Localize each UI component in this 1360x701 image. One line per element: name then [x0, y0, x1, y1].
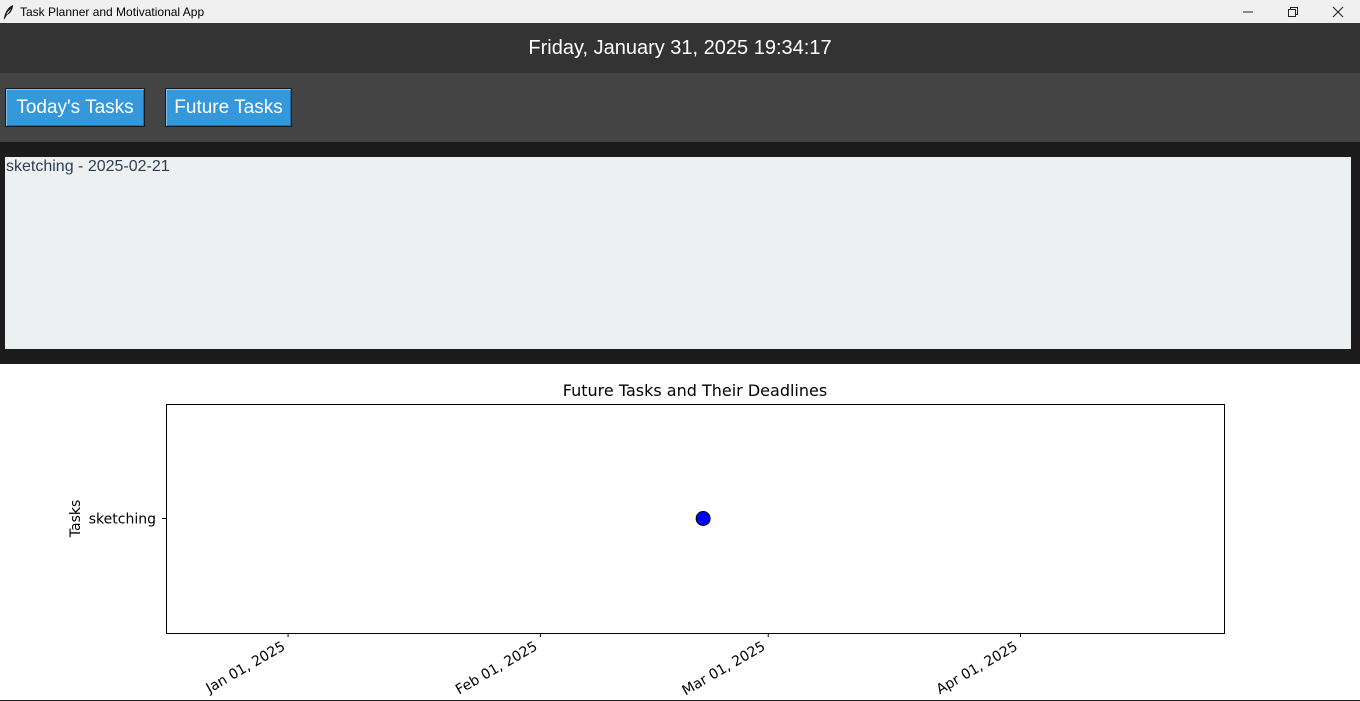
restore-icon[interactable] — [1270, 0, 1315, 23]
feather-icon — [2, 4, 16, 20]
window-title: Task Planner and Motivational App — [20, 4, 205, 19]
close-icon[interactable] — [1315, 0, 1360, 23]
future-tasks-button[interactable]: Future Tasks — [165, 88, 292, 127]
chart-title: Future Tasks and Their Deadlines — [563, 381, 827, 400]
task-listbox[interactable]: sketching - 2025-02-21 — [5, 157, 1351, 349]
deadline-chart: Future Tasks and Their Deadlines Tasks ske… — [68, 381, 1225, 699]
deadline-chart-area: Future Tasks and Their Deadlines Tasks ske… — [0, 364, 1360, 700]
data-point — [695, 511, 711, 526]
x-tick-label: Mar 01, 2025 — [680, 639, 769, 699]
plot-frame — [166, 404, 1225, 634]
minimize-icon[interactable] — [1225, 0, 1270, 23]
header-bar: Friday, January 31, 2025 19:34:17 — [0, 23, 1360, 73]
y-axis-label: Tasks — [68, 500, 84, 539]
todays-tasks-button[interactable]: Today's Tasks — [5, 88, 145, 127]
x-tick-label: Apr 01, 2025 — [934, 639, 1021, 698]
title-bar: Task Planner and Motivational App — [0, 0, 1360, 23]
window-controls — [1225, 0, 1360, 23]
task-list-frame: sketching - 2025-02-21 — [0, 142, 1360, 364]
current-datetime: Friday, January 31, 2025 19:34:17 — [528, 36, 832, 59]
y-tick-label: sketching — [89, 512, 156, 528]
x-tick-label: Feb 01, 2025 — [453, 639, 540, 699]
x-tick-label: Jan 01, 2025 — [203, 639, 288, 698]
list-item[interactable]: sketching - 2025-02-21 — [6, 158, 170, 175]
nav-bar: Today's Tasks Future Tasks — [0, 73, 1360, 142]
